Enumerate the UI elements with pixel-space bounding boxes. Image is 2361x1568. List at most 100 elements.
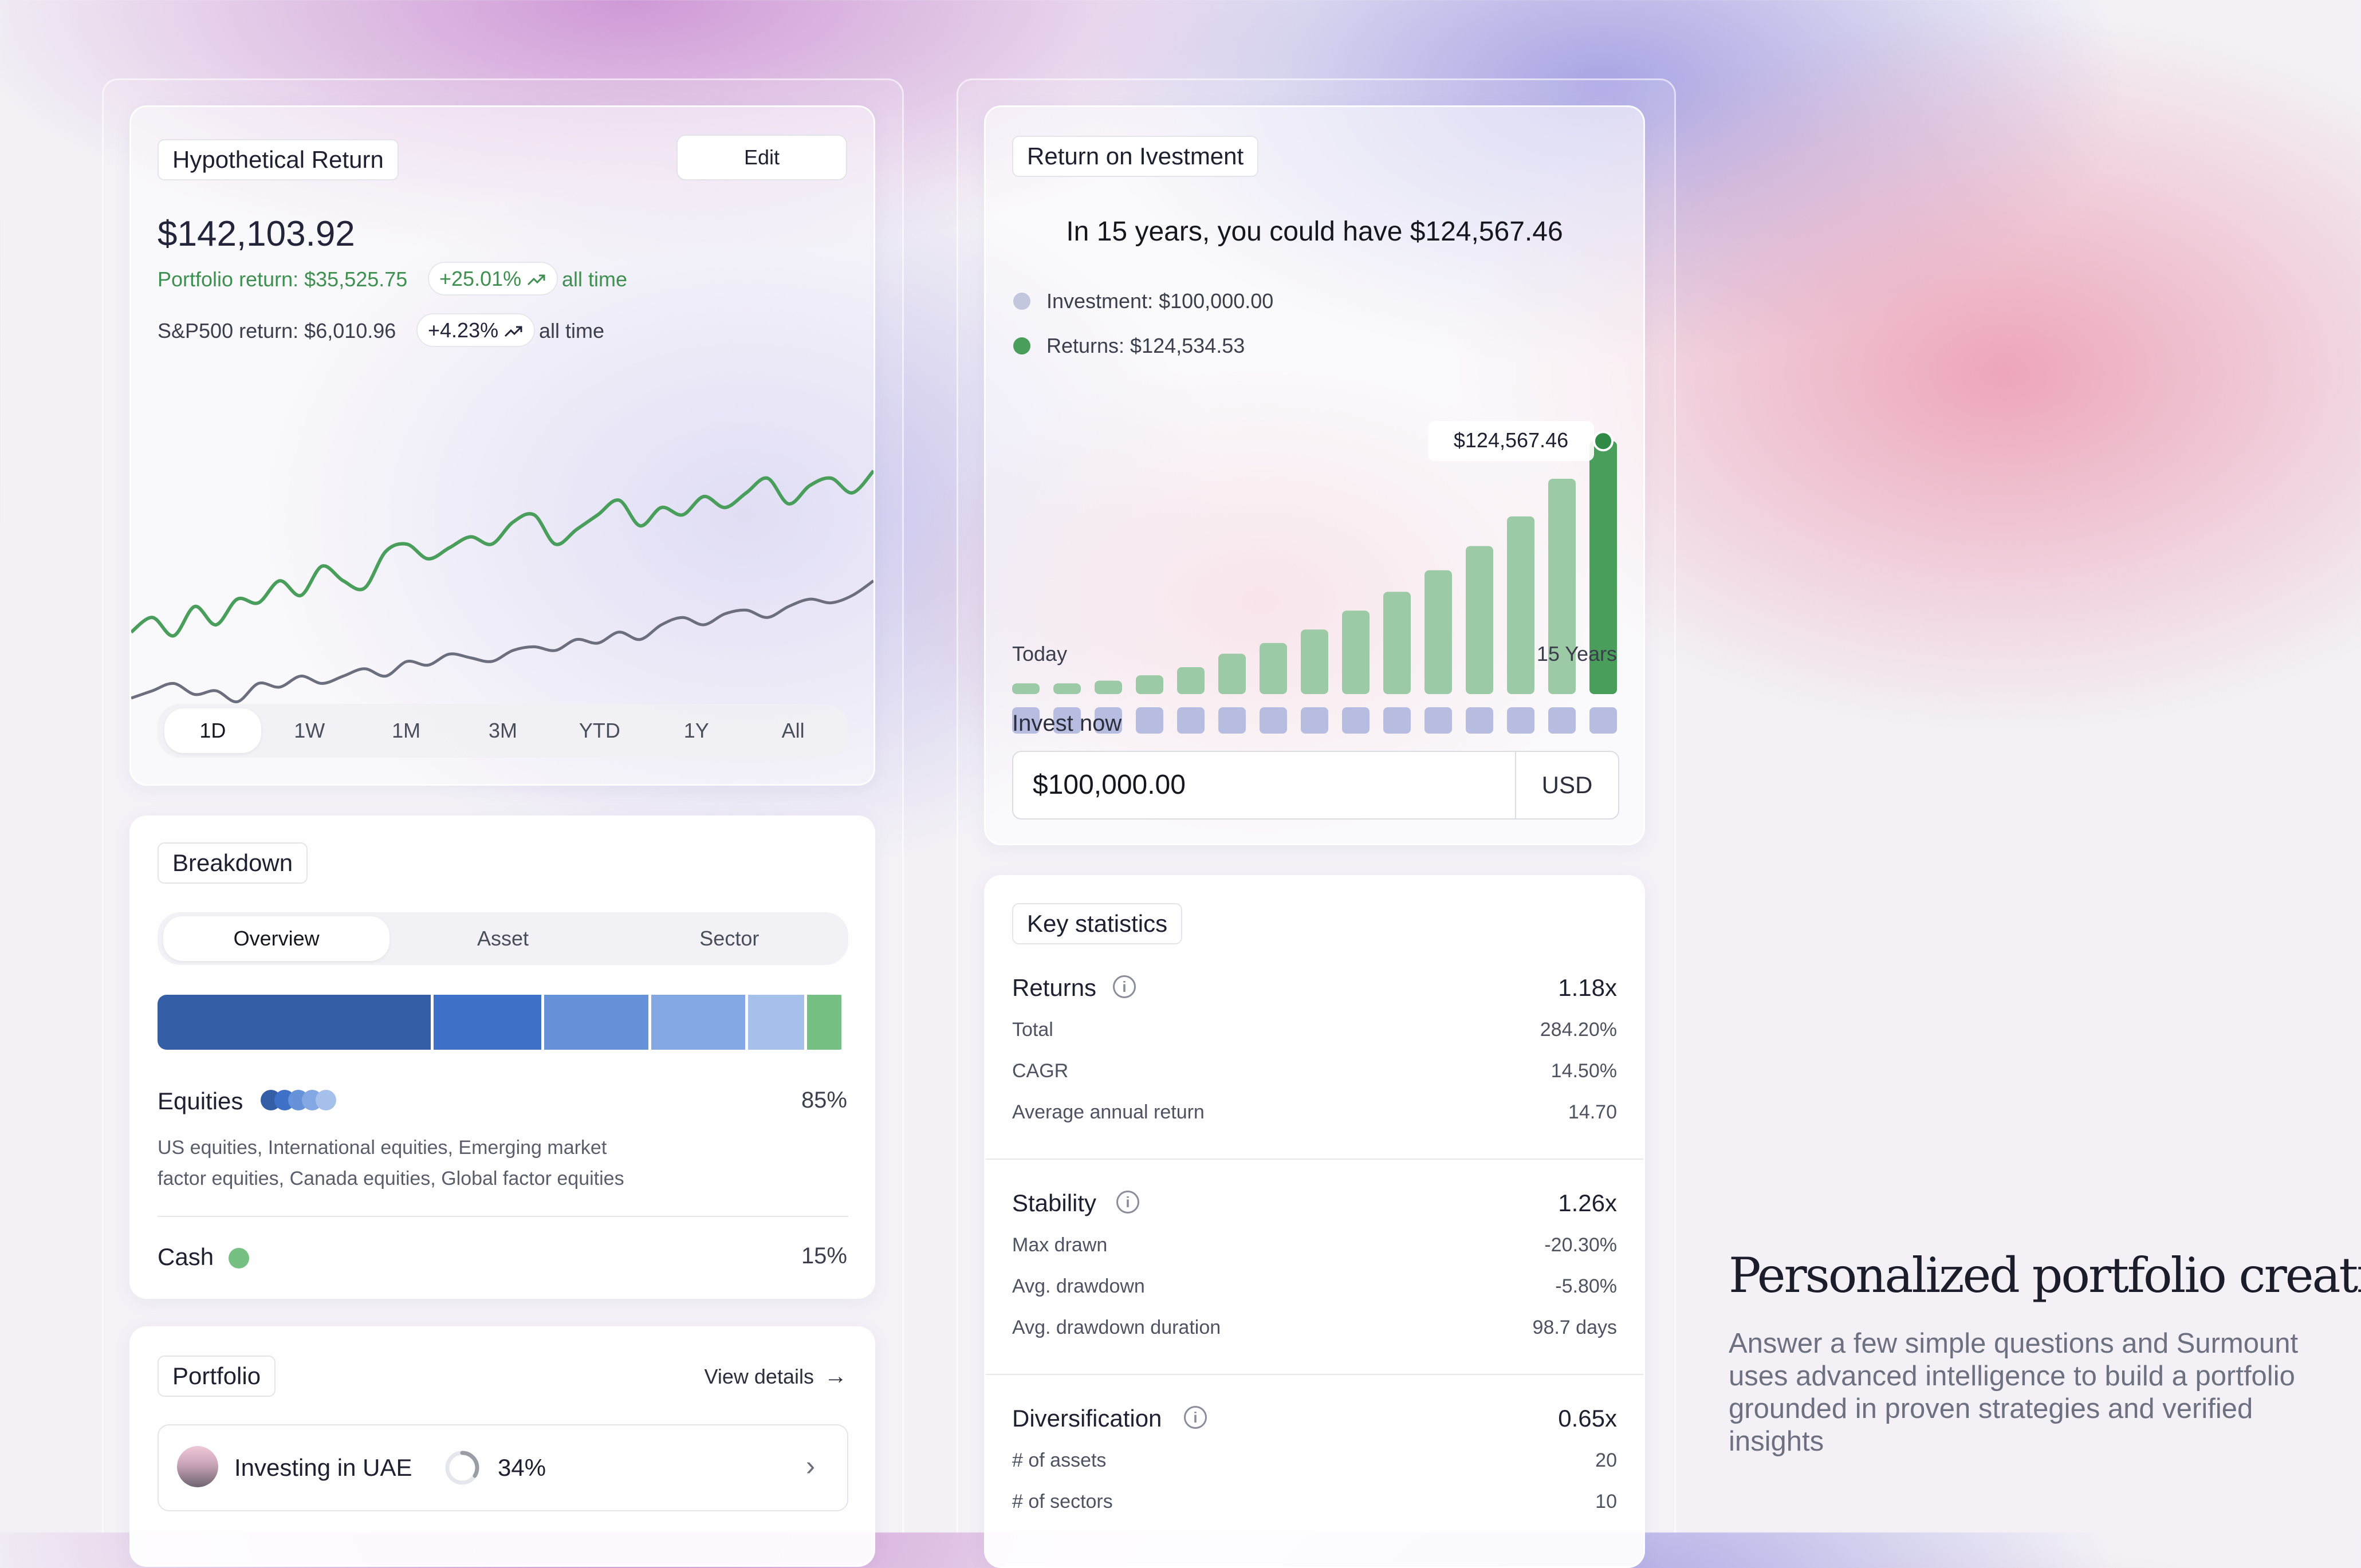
range-tab-all[interactable]: All <box>781 719 805 742</box>
info-icon[interactable]: i <box>1116 1191 1139 1214</box>
returns-bar[interactable] <box>1507 516 1534 694</box>
portfolio-return-row: Portfolio return: $35,525.75 <box>158 267 407 291</box>
edit-button[interactable]: Edit <box>676 135 847 180</box>
returns-bar[interactable] <box>1136 675 1163 694</box>
equities-description-line2: factor equities, Canada equities, Global… <box>158 1168 624 1189</box>
returns-bar[interactable] <box>1548 479 1576 694</box>
investment-bar <box>1260 707 1287 734</box>
sp-change-badge: +4.23% <box>416 313 536 348</box>
returns-label: Returns <box>1012 974 1097 1001</box>
allocation-bar <box>158 995 848 1050</box>
investment-bar <box>1342 707 1370 734</box>
range-tab-1m[interactable]: 1M <box>392 719 421 742</box>
returns-bar[interactable] <box>1301 629 1328 694</box>
stat-row-value: 14.50% <box>1551 1060 1617 1082</box>
investment-bar <box>1095 707 1122 734</box>
portfolio-return-label: Portfolio return: <box>158 267 299 291</box>
allocation-segment <box>158 995 434 1050</box>
range-tab-1w[interactable]: 1W <box>294 719 325 742</box>
cash-label: Cash <box>158 1243 214 1270</box>
currency-selector[interactable]: USD <box>1541 771 1593 798</box>
investment-bar <box>1218 707 1246 734</box>
invest-amount-input[interactable]: $100,000.00 <box>1033 770 1186 800</box>
range-selector: 1D 1W 1M 3M YTD 1Y All <box>158 704 848 758</box>
equities-description-line1: US equities, International equities, Eme… <box>158 1137 607 1159</box>
portfolio-change: +25.01% <box>439 267 522 290</box>
portfolio-item-pct: 34% <box>498 1454 546 1481</box>
investment-legend: Investment: $100,000.00 <box>1046 289 1274 313</box>
returns-bar[interactable] <box>1466 546 1493 695</box>
portfolio-period: all time <box>562 267 628 291</box>
allocation-segment <box>748 995 807 1050</box>
info-icon[interactable]: i <box>1113 975 1136 998</box>
returns-bar[interactable] <box>1012 683 1040 694</box>
stability-label: Stability <box>1012 1189 1097 1216</box>
breakdown-card: Breakdown Overview Asset Sector Equities 8… <box>129 815 875 1299</box>
promo-heading: Personalized portfolio creation <box>1729 1247 2361 1303</box>
trend-up-icon <box>528 274 545 286</box>
breakdown-tab-asset[interactable]: Asset <box>477 927 529 950</box>
info-icon[interactable]: i <box>1184 1406 1207 1429</box>
investment-bar <box>1589 707 1617 734</box>
stat-row-label: Avg. drawdown duration <box>1012 1317 1221 1338</box>
sp-return-row: S&P500 return: $6,010.96 <box>158 319 396 343</box>
cash-pct: 15% <box>801 1243 847 1268</box>
returns-bar[interactable] <box>1053 683 1081 694</box>
returns-value: 1.18x <box>1558 974 1617 1001</box>
investment-bar <box>1301 707 1328 734</box>
hypothetical-return-card: Hypothetical Return Edit $142,103.92 Por… <box>129 105 875 786</box>
returns-bar[interactable] <box>1342 610 1370 694</box>
portfolio-item[interactable]: Investing in UAE 34% › <box>158 1424 848 1511</box>
hypothetical-return-title: Hypothetical Return <box>158 139 399 181</box>
diversification-value: 0.65x <box>1558 1405 1617 1432</box>
returns-tooltip <box>1428 421 1594 462</box>
returns-bar[interactable] <box>1260 643 1287 694</box>
returns-bar[interactable] <box>1095 680 1122 695</box>
investment-bar <box>1466 707 1493 734</box>
range-tab-ytd[interactable]: YTD <box>579 719 620 742</box>
stat-row-label: Average annual return <box>1012 1101 1205 1123</box>
returns-bar[interactable] <box>1425 570 1452 694</box>
portfolio-return-value: $35,525.75 <box>304 267 408 291</box>
returns-legend-dot <box>1013 337 1030 354</box>
portfolio-change-badge: +25.01% <box>428 262 558 296</box>
returns-bar[interactable] <box>1589 441 1617 694</box>
returns-bar[interactable] <box>1218 653 1246 695</box>
stability-value: 1.26x <box>1558 1189 1617 1216</box>
range-tab-1y[interactable]: 1Y <box>683 719 709 742</box>
stat-row-label: # of assets <box>1012 1449 1107 1471</box>
roi-headline: In 15 years, you could have $124,567.46 <box>1066 216 1563 247</box>
roi-bar-chart: $124,567.46 <box>1012 421 1617 734</box>
stat-row-value: -5.80% <box>1555 1275 1617 1297</box>
breakdown-tab-sector[interactable]: Sector <box>699 927 760 950</box>
sp-period: all time <box>539 319 605 342</box>
cash-dot <box>229 1248 249 1268</box>
returns-marker-dot <box>1593 431 1614 452</box>
investment-bar <box>1012 707 1040 734</box>
returns-bar[interactable] <box>1383 592 1411 694</box>
performance-line-chart <box>131 470 873 703</box>
portfolio-line <box>131 470 873 638</box>
range-tab-3m[interactable]: 3M <box>489 719 518 742</box>
view-details-label: View details <box>704 1365 814 1388</box>
returns-bar[interactable] <box>1177 667 1205 694</box>
sp-return-label: S&P500 return: <box>158 319 299 342</box>
divider <box>986 1159 1643 1160</box>
uae-avatar <box>177 1446 218 1487</box>
trend-up-icon <box>505 326 522 337</box>
investment-bar <box>1136 707 1163 734</box>
allocation-segment <box>544 995 652 1050</box>
sp500-line <box>131 580 873 703</box>
view-details-link[interactable]: View details → <box>705 1364 847 1389</box>
diversification-label: Diversification <box>1012 1405 1162 1432</box>
investment-legend-dot <box>1013 293 1030 310</box>
portfolio-item-name: Investing in UAE <box>234 1454 412 1481</box>
chevron-right-icon: › <box>806 1451 815 1482</box>
stat-row-value: 98.7 days <box>1532 1317 1617 1338</box>
equities-dots <box>261 1089 341 1112</box>
portfolio-title: Portfolio <box>158 1356 276 1397</box>
breakdown-tab-overview[interactable]: Overview <box>163 916 390 961</box>
sp-return-value: $6,010.96 <box>304 319 396 342</box>
range-tab-1d[interactable]: 1D <box>164 708 261 753</box>
investment-bar <box>1425 707 1452 734</box>
